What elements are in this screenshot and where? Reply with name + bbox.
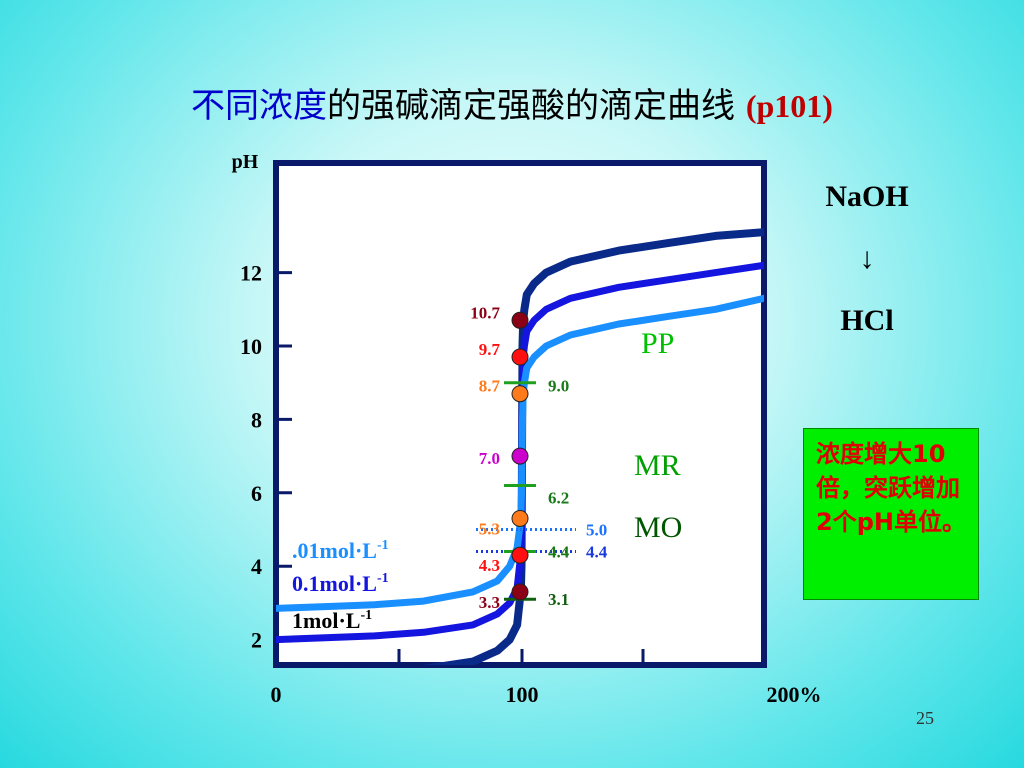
series-label: 0.1mol·L-1 [292,571,389,596]
series-label: 1mol·L-1 [292,608,372,633]
jump-point [511,546,529,564]
jump-point [511,348,529,366]
x-tick-label: 0 [271,682,282,707]
jump-point-label: 4.3 [479,556,500,575]
title-page-ref: (p101) [745,88,833,124]
y-tick-label: 8 [251,407,262,432]
titrant-top: NaOH [825,180,909,213]
jump-point [511,509,529,527]
series-label: .01mol·L-1 [292,538,389,563]
x-tick-label: 100 [506,682,539,707]
jump-point [511,385,529,403]
series-label-sup: -1 [377,571,389,586]
dotted-mark-label: 4.4 [586,543,608,562]
y-tick-label: 12 [240,261,262,286]
jump-point-label: 8.7 [479,377,501,396]
jump-point-label: 3.3 [479,593,500,612]
series-label-base: 1mol·L [292,608,360,633]
indicator-name: MO [634,511,682,544]
titrant-bottom: HCl [840,304,894,337]
indicator-mark-label: 4.4 [548,543,570,562]
indicator-name: PP [641,327,674,360]
page-title: 不同浓度的强碱滴定强酸的滴定曲线 (p101) [0,78,1024,127]
series-label-base: 0.1mol·L [292,571,377,596]
series-label-sup: -1 [377,538,389,553]
jump-point-label: 7.0 [479,449,500,468]
down-arrow-icon: ↓ [859,242,875,275]
page-number: 25 [916,708,934,728]
jump-point-label: 5.3 [479,519,500,538]
jump-point-label: 9.7 [479,340,501,359]
indicator-name: MR [634,449,681,482]
y-tick-label: 2 [251,628,262,653]
title-emphasis: 不同浓度 [191,86,328,126]
y-tick-label: 6 [251,481,262,506]
y-axis-label: pH [232,151,259,173]
indicator-mark-label: 3.1 [548,590,569,609]
y-tick-label: 4 [251,554,262,579]
jump-point [511,583,529,601]
jump-point-label: 10.7 [470,303,500,322]
indicator-mark-label: 6.2 [548,488,569,507]
jump-point [511,311,529,329]
note-box: 浓度增大10倍，突跃增加2个pH单位。 [803,428,979,600]
x-tick-label: 200% [767,682,822,707]
jump-point [511,447,529,465]
title-main: 的强碱滴定强酸的滴定曲线 [327,86,736,126]
indicator-mark-label: 9.0 [548,377,569,396]
dotted-mark-label: 5.0 [586,521,607,540]
series-label-base: .01mol·L [292,538,377,563]
y-tick-label: 10 [240,334,262,359]
series-label-sup: -1 [360,608,372,623]
